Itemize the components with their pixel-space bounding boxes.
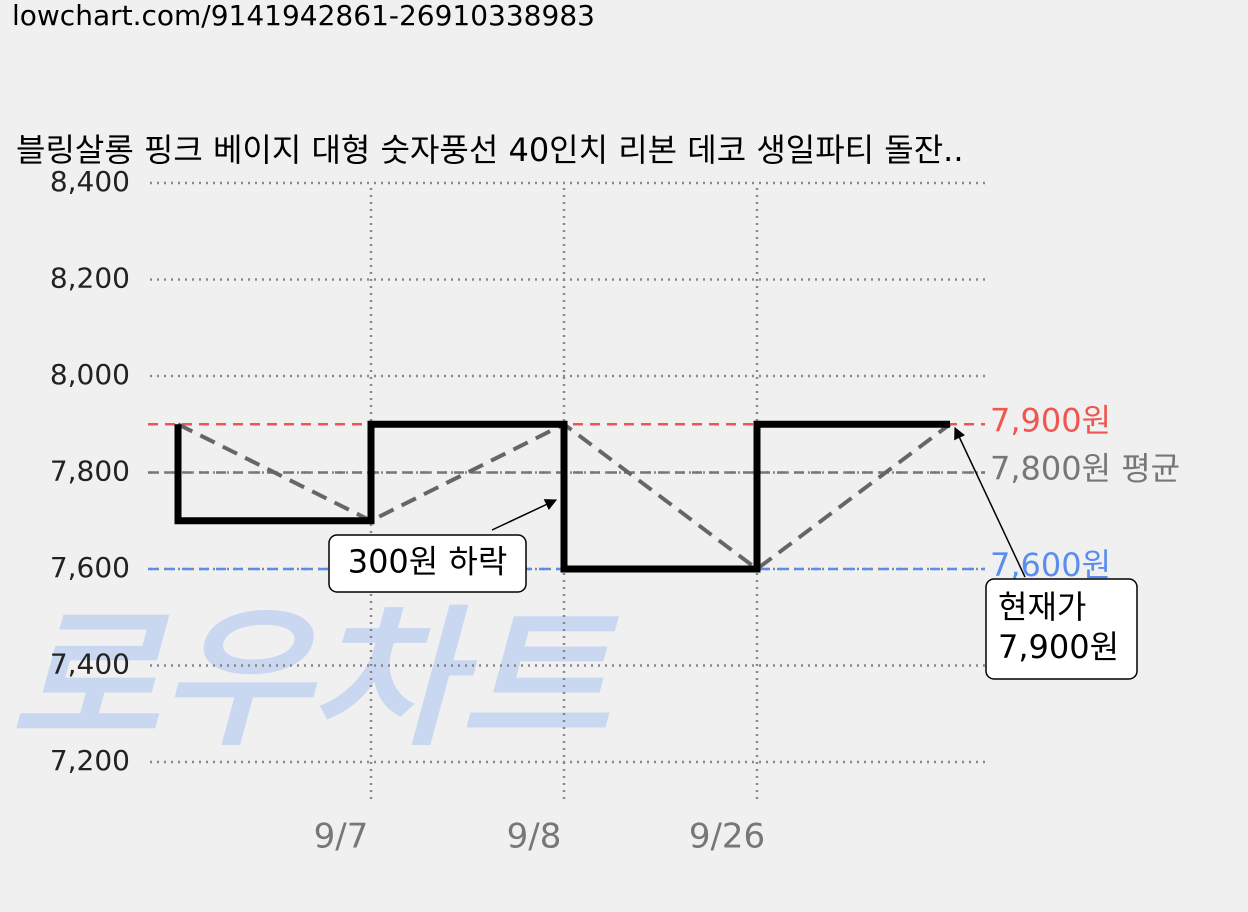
annotation-box bbox=[328, 534, 527, 593]
y-tick-label: 7,800 bbox=[50, 455, 130, 488]
y-tick-label: 8,200 bbox=[50, 262, 130, 295]
y-tick-label: 7,600 bbox=[50, 551, 130, 584]
x-tick-label: 9/7 bbox=[314, 817, 369, 857]
url: lowchart.com/9141942861-26910338983 bbox=[12, 0, 595, 32]
chart-title: 블링살롱 핑크 베이지 대형 숫자풍선 40인치 리본 데코 생일파티 돌잔.. bbox=[16, 131, 964, 169]
watermark: 로우차트 bbox=[10, 593, 620, 767]
reference-label: 7,800원 평균 bbox=[990, 450, 1180, 488]
x-tick-label: 9/26 bbox=[689, 817, 765, 857]
y-tick-label: 8,000 bbox=[50, 358, 130, 391]
y-tick-label: 8,400 bbox=[50, 165, 130, 198]
reference-label: 7,900원 bbox=[990, 401, 1111, 439]
price-step-line bbox=[174, 420, 950, 573]
annotation-arrow bbox=[954, 426, 1026, 578]
annotation-text: 300원 하락 bbox=[348, 543, 508, 581]
x-tick-label: 9/8 bbox=[507, 817, 562, 857]
y-tick-label: 7,400 bbox=[50, 648, 130, 681]
annotation-arrow bbox=[491, 499, 558, 531]
annotation-text: 현재가 bbox=[998, 588, 1086, 626]
y-tick-label: 7,200 bbox=[50, 744, 130, 777]
annotation-box bbox=[985, 578, 1138, 680]
annotation-text: 7,900원 bbox=[998, 628, 1119, 666]
reference-label: 7,600원 bbox=[990, 546, 1111, 584]
